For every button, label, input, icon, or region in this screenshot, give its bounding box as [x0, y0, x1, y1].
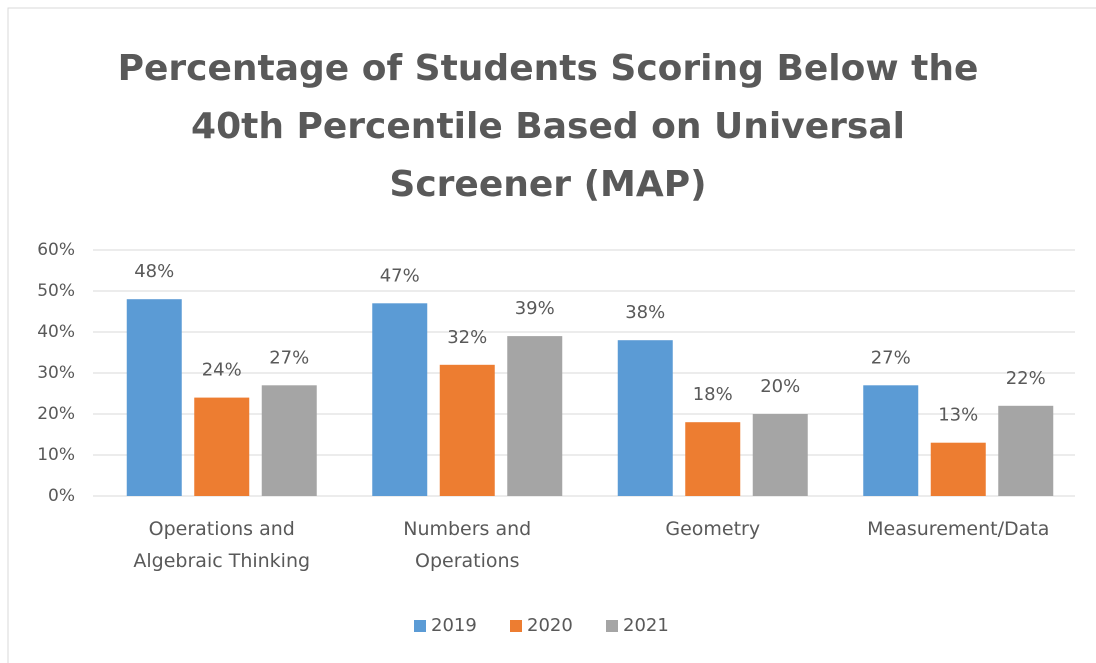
data-label: 20% [760, 376, 800, 397]
chart-title: Percentage of Students Scoring Below the… [117, 48, 979, 205]
y-tick-label: 20% [37, 404, 75, 424]
legend-label: 2021 [623, 615, 669, 636]
y-tick-label: 0% [48, 486, 75, 506]
bar [439, 364, 495, 496]
legend-swatch [510, 620, 522, 632]
bar [930, 442, 986, 496]
chart-border [7, 7, 1096, 663]
legend-swatch [414, 620, 426, 632]
bar [617, 340, 673, 496]
bar [194, 397, 250, 496]
bar [372, 303, 428, 496]
x-tick-label: Numbers and Operations [403, 518, 532, 572]
data-label: 39% [515, 298, 555, 319]
y-tick-label: 50% [37, 281, 75, 301]
legend-swatch [606, 620, 618, 632]
legend-label: 2020 [527, 615, 573, 636]
data-label: 48% [134, 261, 174, 282]
y-tick-label: 10% [37, 445, 75, 465]
x-tick-label: Operations and Algebraic Thinking [133, 518, 311, 572]
data-label: 38% [625, 302, 665, 323]
x-tick-label: Measurement/Data [867, 518, 1050, 540]
data-label: 27% [269, 347, 309, 368]
data-label: 13% [938, 405, 978, 426]
data-label: 47% [380, 265, 420, 286]
bar [261, 385, 317, 496]
data-label: 32% [447, 327, 487, 348]
bar [998, 405, 1054, 496]
data-label: 24% [202, 360, 242, 381]
bar [685, 422, 741, 496]
bar [126, 299, 182, 496]
bar [752, 414, 808, 496]
bar [863, 385, 919, 496]
x-tick-label: Geometry [665, 518, 761, 540]
y-tick-label: 60% [37, 240, 75, 260]
y-tick-label: 40% [37, 322, 75, 342]
data-label: 22% [1006, 368, 1046, 389]
data-label: 18% [693, 384, 733, 405]
data-label: 27% [871, 347, 911, 368]
y-tick-label: 30% [37, 363, 75, 383]
bar [507, 336, 563, 496]
legend-label: 2019 [431, 615, 477, 636]
